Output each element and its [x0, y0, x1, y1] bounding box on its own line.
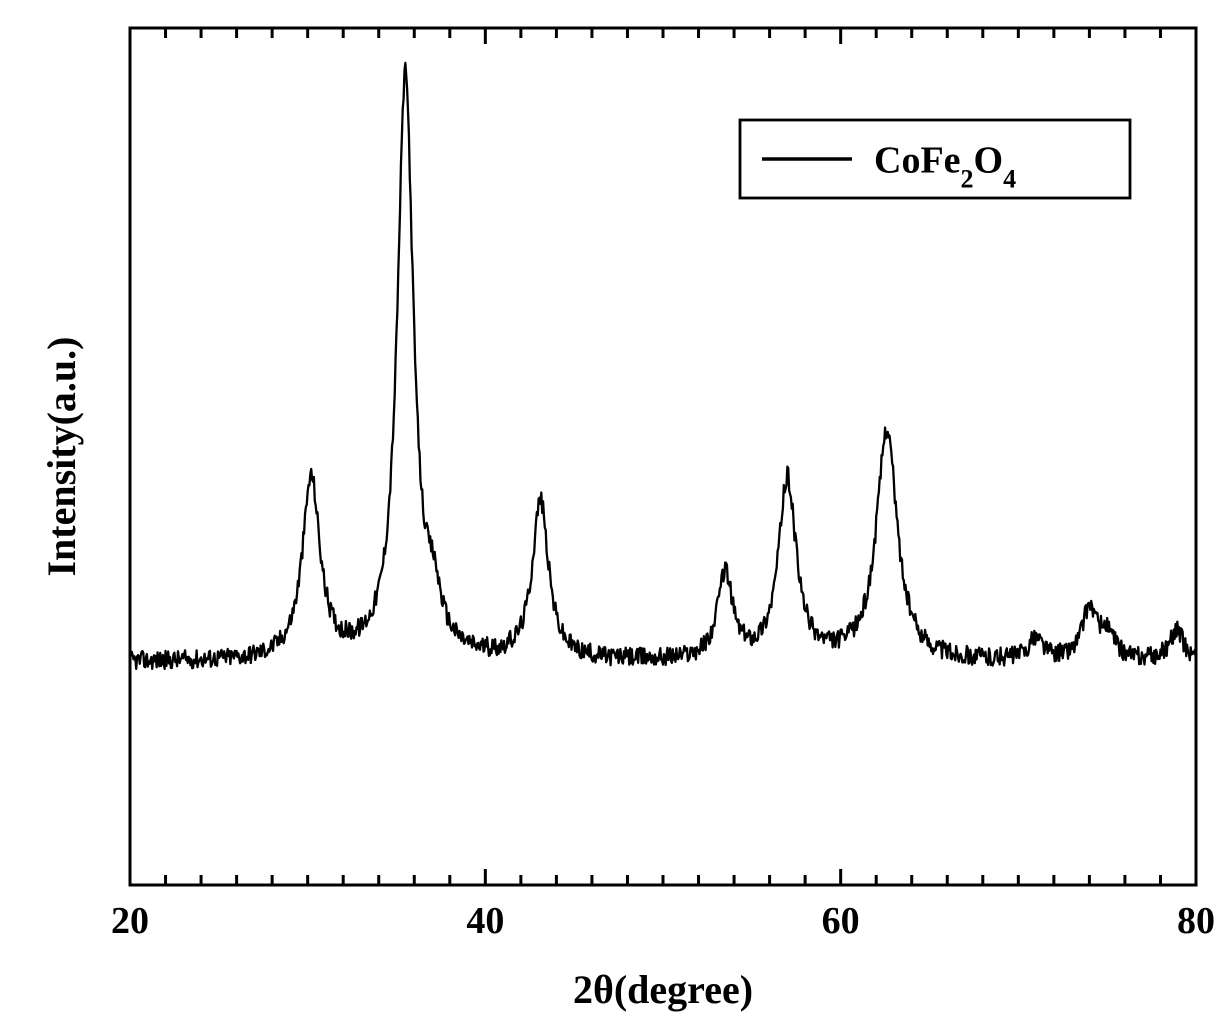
x-tick-label: 80 — [1177, 900, 1215, 942]
x-tick-label: 20 — [111, 900, 149, 942]
x-tick-label: 40 — [466, 900, 504, 942]
xrd-chart: 204060802θ(degree)Intensity(a.u.)CoFe2O4 — [0, 0, 1219, 1033]
x-tick-label: 60 — [822, 900, 860, 942]
y-axis-label: Intensity(a.u.) — [39, 336, 84, 576]
x-axis-label: 2θ(degree) — [573, 967, 753, 1012]
chart-svg: 204060802θ(degree)Intensity(a.u.)CoFe2O4 — [0, 0, 1219, 1033]
